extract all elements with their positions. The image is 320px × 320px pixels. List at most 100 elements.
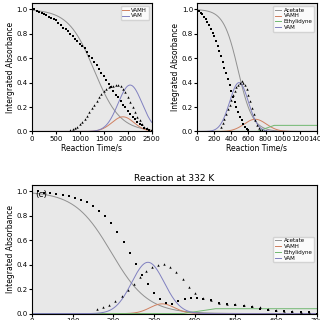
Point — [147, 128, 152, 133]
Point — [261, 129, 266, 134]
Point — [101, 74, 106, 79]
Point — [196, 8, 201, 13]
Point — [314, 311, 319, 316]
Point — [241, 304, 246, 309]
Point — [132, 117, 138, 122]
Point — [180, 277, 185, 282]
Point — [234, 104, 239, 109]
Point — [174, 269, 179, 275]
Point — [125, 95, 130, 100]
Point — [113, 299, 118, 304]
Point — [156, 262, 161, 267]
Point — [244, 126, 249, 132]
Point — [44, 13, 49, 18]
Point — [232, 89, 237, 94]
Point — [222, 65, 227, 70]
Point — [128, 112, 133, 117]
Point — [217, 300, 222, 305]
Point — [306, 310, 311, 315]
Point — [233, 302, 238, 308]
Point — [208, 26, 213, 31]
Point — [135, 114, 140, 119]
Point — [142, 124, 147, 129]
Point — [127, 250, 132, 255]
Point — [104, 77, 109, 83]
Point — [230, 92, 236, 97]
Point — [200, 296, 205, 301]
Point — [29, 189, 35, 194]
Point — [249, 106, 254, 111]
Point — [194, 295, 199, 300]
Point — [108, 85, 114, 90]
Point — [46, 14, 51, 19]
X-axis label: Reaction Time/s: Reaction Time/s — [227, 143, 287, 152]
Point — [142, 125, 147, 130]
Point — [125, 288, 130, 293]
Point — [139, 272, 144, 277]
Point — [120, 86, 125, 91]
X-axis label: Reaction Time/s: Reaction Time/s — [61, 143, 122, 152]
Title: Reaction at 332 K: Reaction at 332 K — [134, 174, 214, 183]
Point — [63, 26, 68, 31]
Point — [34, 8, 39, 13]
Point — [39, 11, 44, 16]
Point — [135, 119, 140, 124]
Point — [145, 282, 150, 287]
Point — [176, 299, 181, 304]
Point — [243, 83, 248, 88]
Point — [53, 18, 59, 23]
Point — [244, 86, 249, 91]
Point — [225, 301, 230, 306]
Point — [80, 119, 85, 124]
Point — [265, 308, 270, 313]
Point — [236, 83, 241, 88]
Point — [72, 195, 77, 200]
Point — [314, 311, 319, 316]
Point — [78, 197, 84, 203]
Point — [51, 17, 56, 22]
Y-axis label: Integrated Absorbance: Integrated Absorbance — [6, 205, 15, 293]
Point — [253, 118, 258, 123]
Point — [203, 17, 208, 22]
Point — [99, 91, 104, 96]
Point — [229, 89, 234, 94]
Point — [106, 81, 111, 86]
Point — [224, 70, 229, 76]
Point — [200, 12, 205, 17]
Point — [60, 193, 65, 198]
Point — [257, 306, 262, 311]
Point — [68, 31, 73, 36]
Point — [206, 23, 212, 28]
Point — [198, 11, 203, 16]
Point — [290, 310, 295, 315]
Point — [29, 7, 35, 12]
Point — [222, 117, 227, 122]
Point — [224, 112, 229, 117]
Text: (c): (c) — [35, 190, 47, 199]
Point — [92, 102, 97, 107]
Point — [246, 128, 251, 133]
Point — [149, 265, 155, 270]
Point — [217, 300, 222, 305]
Point — [213, 38, 219, 44]
Y-axis label: Integrated Absorbance: Integrated Absorbance — [171, 23, 180, 111]
Point — [49, 15, 54, 20]
Point — [36, 9, 42, 14]
Point — [149, 129, 154, 134]
Point — [68, 128, 73, 133]
Point — [151, 290, 156, 295]
Point — [249, 304, 254, 309]
Point — [137, 118, 142, 123]
Point — [75, 124, 80, 129]
Point — [101, 89, 106, 94]
Point — [260, 128, 265, 133]
Point — [70, 34, 75, 39]
Point — [100, 305, 106, 310]
Point — [239, 118, 244, 123]
Point — [290, 308, 295, 314]
Point — [113, 83, 118, 88]
Point — [82, 117, 87, 122]
Point — [77, 41, 83, 46]
Point — [130, 114, 135, 119]
Point — [182, 296, 187, 301]
